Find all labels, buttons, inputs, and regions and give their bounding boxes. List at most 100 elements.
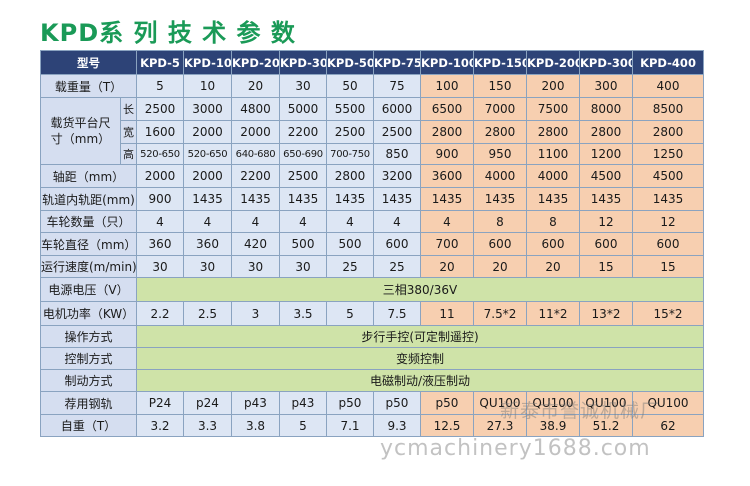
header-kpd-50: KPD-50: [326, 50, 374, 75]
load-cell: 150: [473, 74, 527, 98]
speed-cell: 20: [526, 255, 580, 278]
load-cell: 400: [631, 74, 705, 98]
wheel_count-cell: 12: [631, 210, 705, 233]
rail-cell: QU100: [579, 391, 633, 415]
gauge-cell: 1435: [183, 187, 232, 211]
header-kpd-150: KPD-150: [473, 50, 527, 75]
platform-length-cell: 5000: [279, 97, 327, 121]
wheelbase-cell: 2800: [326, 164, 374, 188]
platform-length-cell: 4800: [231, 97, 280, 121]
platform-width-cell: 2800: [420, 120, 474, 144]
platform-width-row: 宽 1600 2000 2000 2200 2500 2500 2800 2800 2800 280…: [41, 120, 705, 144]
rail-cell: p43: [279, 391, 327, 415]
header-kpd-5: KPD-5: [136, 50, 184, 75]
wheel_count-cell: 4: [326, 210, 374, 233]
platform-width-cell: 2200: [279, 120, 327, 144]
platform-length-cell: 6500: [420, 97, 474, 121]
load-label: 载重量（T）: [40, 74, 137, 98]
platform-height-cell: 850: [373, 143, 421, 165]
weight-cell: 5: [279, 414, 327, 437]
gauge-cell: 1435: [279, 187, 327, 211]
wheel_count-cell: 4: [136, 210, 184, 233]
wheelbase-row: 轴距（mm） 2000 2000 2200 2500 2800 3200 3600 4000 40…: [40, 164, 705, 188]
platform-width-cell: 2800: [579, 120, 633, 144]
control-label: 控制方式: [40, 347, 137, 370]
wheel_count-cell: 4: [279, 210, 327, 233]
platform-width-cell: 2800: [473, 120, 527, 144]
header-kpd-300: KPD-300: [579, 50, 633, 75]
wheel_dia-cell: 360: [136, 232, 184, 256]
wheelbase-cell: 3200: [373, 164, 421, 188]
platform-height-cell: 1250: [631, 143, 705, 165]
wheel_dia-cell: 420: [231, 232, 280, 256]
rail-row: 荐用钢轨 P24 p24 p43 p43 p50 p50 p50 QU100 QU100 QU100…: [40, 391, 705, 415]
platform-width-cell: 2000: [183, 120, 232, 144]
power-cell: 3.5: [279, 301, 327, 326]
rail-cell: QU100: [473, 391, 527, 415]
wheel_count-cell: 8: [526, 210, 580, 233]
speed-label: 运行速度(m/min): [40, 255, 137, 278]
wheel_dia-row: 车轮直径（mm） 360 360 420 500 500 600 700 600 600 600 60…: [40, 232, 705, 256]
load-cell: 5: [136, 74, 184, 98]
header-model: 型号: [40, 50, 137, 75]
power-cell: 11: [420, 301, 474, 326]
gauge-cell: 1435: [631, 187, 705, 211]
platform-width-cell: 2500: [373, 120, 421, 144]
wheel_dia-cell: 360: [183, 232, 232, 256]
wheelbase-cell: 2200: [231, 164, 280, 188]
brake-label: 制动方式: [40, 369, 137, 392]
operation-row: 操作方式 步行手控(可定制遥控): [40, 325, 705, 348]
wheelbase-cell: 4000: [473, 164, 527, 188]
weight-cell: 3.2: [136, 414, 184, 437]
platform-length-cell: 3000: [183, 97, 232, 121]
wheel_count-row: 车轮数量（只） 4 4 4 4 4 4 4 8 8 12 12: [40, 210, 705, 233]
platform-height-cell: 650-690: [279, 143, 327, 165]
load-cell: 75: [373, 74, 421, 98]
platform-length-cell: 6000: [373, 97, 421, 121]
power-cell: 7.5: [373, 301, 421, 326]
platform-label: 载货平台尺寸（mm）: [40, 97, 121, 165]
wheel_dia-label: 车轮直径（mm）: [40, 232, 137, 256]
weight-cell: 3.8: [231, 414, 280, 437]
operation-label: 操作方式: [40, 325, 137, 348]
platform-length-cell: 5500: [326, 97, 374, 121]
wheelbase-cell: 4000: [526, 164, 580, 188]
speed-cell: 25: [373, 255, 421, 278]
speed-row: 运行速度(m/min) 30 30 30 30 25 25 20 20 20 15 15: [40, 255, 705, 278]
load-row: 载重量（T） 5 10 20 30 50 75 100 150 200 300 400: [40, 74, 705, 98]
load-cell: 50: [326, 74, 374, 98]
wheel_dia-cell: 600: [631, 232, 705, 256]
gauge-cell: 1435: [473, 187, 527, 211]
weight-cell: 7.1: [326, 414, 374, 437]
wheel_dia-cell: 600: [373, 232, 421, 256]
platform-length-cell: 2500: [136, 97, 184, 121]
control-row: 控制方式 变频控制: [40, 347, 705, 370]
header-kpd-20: KPD-20: [231, 50, 280, 75]
rail-cell: QU100: [631, 391, 705, 415]
platform-height-cell: 520-650: [136, 143, 184, 165]
wheel_count-cell: 4: [420, 210, 474, 233]
load-cell: 20: [231, 74, 280, 98]
weight-cell: 27.3: [473, 414, 527, 437]
speed-cell: 30: [183, 255, 232, 278]
power-cell: 3: [231, 301, 280, 326]
platform-width-label: 宽: [120, 120, 137, 144]
wheelbase-cell: 2500: [279, 164, 327, 188]
platform-length-cell: 7000: [473, 97, 527, 121]
power-cell: 15*2: [631, 301, 705, 326]
power-cell: 11*2: [526, 301, 580, 326]
gauge-row: 轨道内轨距(mm) 900 1435 1435 1435 1435 1435 1435 1435…: [40, 187, 705, 211]
gauge-cell: 1435: [420, 187, 474, 211]
wheel_count-cell: 4: [183, 210, 232, 233]
gauge-cell: 1435: [579, 187, 633, 211]
page-title: KPD系 列 技 术 参 数: [40, 19, 296, 47]
load-cell: 30: [279, 74, 327, 98]
platform-height-row: 高 520-650 520-650 640-680 650-690 700-750 850 9…: [41, 143, 705, 165]
speed-cell: 20: [420, 255, 474, 278]
load-cell: 10: [183, 74, 232, 98]
wheel_dia-cell: 500: [279, 232, 327, 256]
power-cell: 2.5: [183, 301, 232, 326]
gauge-label: 轨道内轨距(mm): [40, 187, 137, 211]
platform-width-cell: 2000: [231, 120, 280, 144]
platform-width-cell: 2800: [631, 120, 705, 144]
